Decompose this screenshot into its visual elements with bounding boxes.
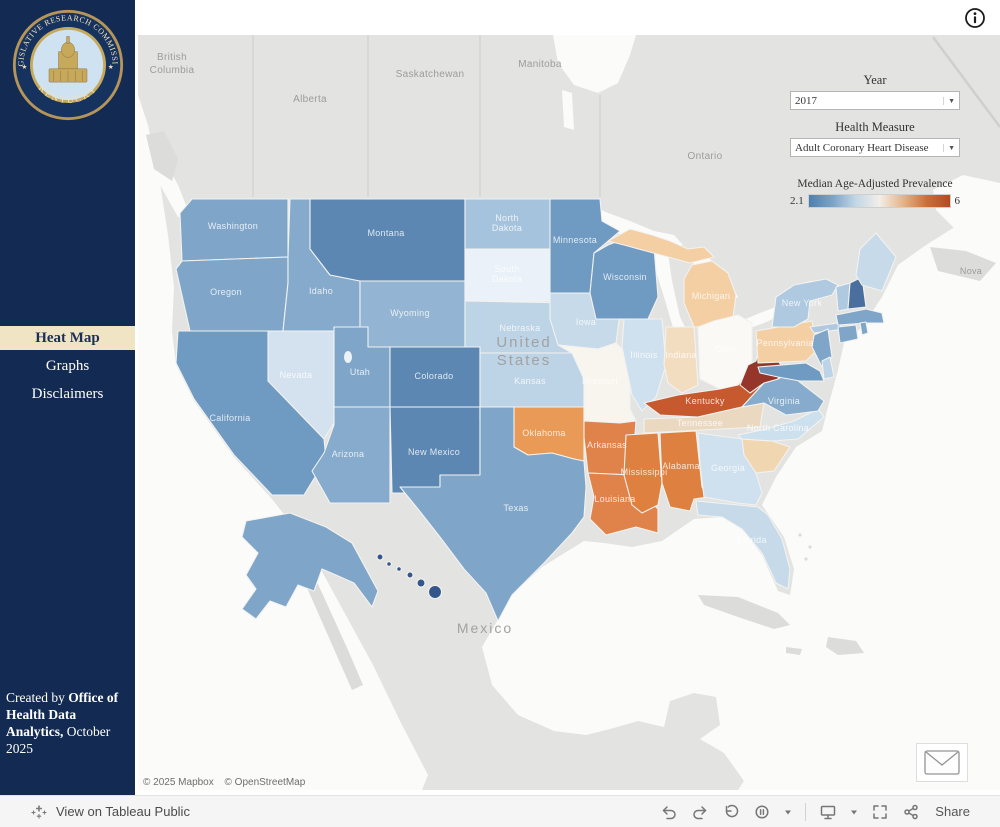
state-new-york[interactable] — [771, 278, 845, 334]
legend-title: Median Age-Adjusted Prevalence — [797, 178, 953, 190]
auto-update-button[interactable] — [753, 803, 771, 821]
state-alabama[interactable] — [659, 430, 709, 512]
seal-star-left: ★ — [21, 63, 27, 71]
state-maryland[interactable] — [757, 362, 825, 382]
gulf-st-lawrence — [933, 175, 1000, 240]
color-legend: Median Age-Adjusted Prevalence 2.1 6 — [790, 178, 960, 208]
legend-max-value: 6 — [954, 195, 961, 207]
map-boundary-line — [931, 36, 1000, 128]
sidebar-nav: Heat Map Graphs Disclaimers — [0, 326, 135, 410]
chevron-down-icon: ▼ — [943, 143, 955, 152]
vancouver-island — [146, 131, 178, 181]
lrc-seal-logo: LEGISLATIVE RESEARCH COMMISSION KENTUCKY… — [7, 1, 125, 127]
lake-superior — [590, 205, 683, 247]
hispaniola — [826, 637, 864, 655]
osm-attribution-link[interactable]: © OpenStreetMap — [224, 777, 306, 788]
state-montana[interactable] — [309, 198, 466, 282]
legend-gradient-bar[interactable] — [807, 194, 951, 208]
states-layer — [175, 198, 897, 622]
sidebar: LEGISLATIVE RESEARCH COMMISSION KENTUCKY… — [0, 0, 135, 795]
share-button-label[interactable]: Share — [935, 804, 970, 819]
bahamas — [804, 557, 808, 561]
credits-text: Created by Office of Health Data Analyti… — [6, 690, 119, 756]
view-on-tableau-label: View on Tableau Public — [56, 804, 190, 819]
state-colorado[interactable] — [389, 346, 481, 408]
state-alaska[interactable] — [241, 512, 379, 620]
year-filter: Year 2017 ▼ — [790, 73, 960, 110]
sidebar-item-heat-map[interactable]: Heat Map — [0, 326, 135, 350]
state-kansas[interactable] — [479, 352, 585, 408]
lake-michigan — [654, 249, 686, 331]
tableau-toolbar: View on Tableau Public — [0, 795, 1000, 827]
download-button[interactable] — [819, 803, 837, 821]
cuba — [698, 595, 790, 629]
health-measure-dropdown-value: Adult Coronary Heart Disease — [795, 141, 929, 154]
state-delaware[interactable] — [821, 356, 835, 380]
lake-winnipeg — [562, 90, 574, 130]
bahamas — [798, 533, 802, 537]
nova-scotia — [930, 247, 996, 281]
toolbar-actions: Share — [660, 802, 1000, 821]
pacific-water — [138, 95, 428, 790]
capitol-building-icon — [48, 36, 87, 83]
undo-button[interactable] — [660, 803, 678, 821]
state-california[interactable] — [175, 330, 327, 496]
hudson-bay — [553, 35, 636, 93]
sidebar-item-disclaimers[interactable]: Disclaimers — [31, 386, 104, 402]
tableau-logo-icon — [31, 805, 47, 818]
state-north-carolina[interactable] — [737, 408, 825, 442]
us-map: BritishColumbiaAlbertaSaskatchewanManito… — [138, 35, 1000, 790]
atlantic-gulf-water — [482, 200, 1000, 790]
map-canvas[interactable]: British Columbia Alberta Saskatchewan Manito… — [138, 35, 1000, 790]
state-hawaii[interactable] — [376, 553, 443, 600]
mapbox-attribution-link[interactable]: © 2025 Mapbox — [143, 777, 214, 788]
state-michigan[interactable] — [607, 228, 737, 328]
chevron-down-icon: ▼ — [943, 96, 955, 105]
share-button[interactable] — [902, 803, 920, 821]
health-measure-dropdown[interactable]: Adult Coronary Heart Disease ▼ — [790, 138, 960, 157]
legend-min-value: 2.1 — [790, 195, 804, 207]
redo-button[interactable] — [691, 803, 709, 821]
seal-star-right: ★ — [107, 63, 113, 71]
year-filter-label: Year — [863, 73, 887, 87]
caret-down-icon[interactable] — [784, 808, 792, 816]
caret-down-icon[interactable] — [850, 808, 858, 816]
state-north-dakota[interactable] — [464, 198, 553, 250]
state-florida[interactable] — [695, 500, 791, 590]
state-rhode-island[interactable] — [859, 321, 869, 336]
sidebar-item-graphs[interactable]: Graphs — [45, 358, 90, 374]
state-indiana[interactable] — [663, 326, 699, 394]
state-wyoming[interactable] — [359, 280, 466, 348]
year-dropdown-value: 2017 — [795, 94, 817, 107]
bahamas — [808, 545, 812, 549]
year-dropdown[interactable]: 2017 ▼ — [790, 91, 960, 110]
view-on-tableau-link[interactable]: View on Tableau Public — [0, 803, 190, 821]
state-missouri[interactable] — [557, 342, 637, 424]
fullscreen-button[interactable] — [871, 803, 889, 821]
state-texas[interactable] — [399, 406, 587, 622]
replay-button[interactable] — [722, 803, 740, 821]
state-oregon[interactable] — [175, 256, 289, 332]
info-icon[interactable] — [964, 7, 986, 29]
health-measure-filter: Health Measure Adult Coronary Heart Dise… — [790, 120, 960, 157]
province-borders — [252, 35, 601, 197]
state-washington[interactable] — [179, 198, 289, 262]
jamaica — [786, 647, 802, 655]
state-maine[interactable] — [855, 232, 897, 292]
state-mississippi[interactable] — [623, 432, 663, 514]
toolbar-divider — [805, 802, 807, 821]
map-attribution: © 2025 Mapbox © OpenStreetMap — [143, 777, 313, 788]
envelope-icon[interactable] — [916, 743, 968, 782]
health-measure-filter-label: Health Measure — [835, 120, 915, 134]
state-massachusetts[interactable] — [835, 308, 885, 326]
state-connecticut[interactable] — [837, 324, 859, 344]
great-salt-lake — [344, 351, 352, 363]
